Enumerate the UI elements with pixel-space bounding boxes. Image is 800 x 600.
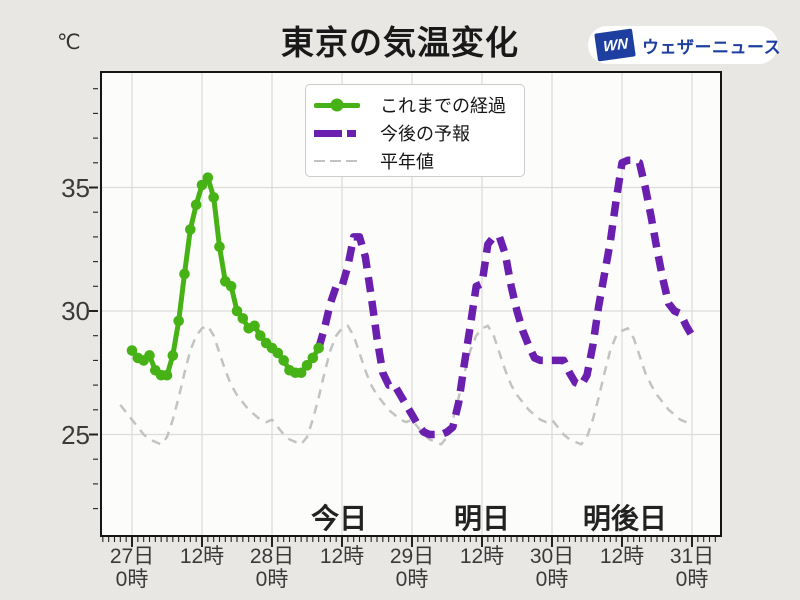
series-marker: [295, 367, 307, 379]
legend: これまでの経過 今後の予報: [305, 84, 525, 177]
y-tick-label: 30: [61, 296, 90, 326]
series-marker: [225, 281, 237, 292]
x-tick-label: 29日 0時: [389, 545, 435, 591]
series-marker: [167, 350, 179, 361]
normal-dash-sample-icon: [314, 159, 366, 163]
observed-line-sample-icon: [314, 98, 366, 112]
y-tick-label: 25: [61, 419, 90, 450]
series-line-平年値: [119, 324, 693, 446]
series-marker: [179, 268, 190, 280]
legend-item-forecast: 今後の予報: [314, 119, 524, 147]
chart-canvas: [89, 73, 720, 547]
legend-item-normal: 平年値: [314, 147, 524, 175]
series-marker: [190, 199, 202, 211]
series-marker: [301, 360, 313, 371]
legend-label-forecast: 今後の予報: [380, 124, 470, 144]
series-marker: [126, 345, 138, 356]
legend-item-observed: これまでの経過: [314, 91, 524, 119]
weathernews-logo: WN ウェザーニュース: [588, 26, 782, 64]
wn-logo-icon: WN: [594, 28, 636, 62]
series-line-今後の予報: [315, 156, 696, 439]
x-tick-label: 28日 0時: [249, 545, 295, 591]
y-axis-unit-label: ℃: [57, 31, 81, 54]
series-marker: [161, 369, 173, 381]
series-marker: [313, 342, 324, 354]
series-marker: [272, 347, 284, 359]
series-marker: [255, 330, 266, 342]
plot-area: これまでの経過 今後の予報: [61, 71, 722, 591]
x-tick-label: 12時: [459, 545, 505, 568]
series-marker: [202, 172, 214, 183]
series-marker: [173, 315, 184, 327]
y-tick-label: 35: [61, 172, 90, 203]
weathernews-brand-text: ウェザーニュース: [642, 37, 782, 57]
day-label-tomorrow: 明日: [453, 503, 510, 534]
series-marker: [208, 192, 219, 203]
day-label-day-after-tomorrow: 明後日: [582, 503, 667, 534]
forecast-dash-sample-icon: [314, 129, 366, 137]
wn-logo-mark-text: WN: [602, 34, 628, 56]
day-label-today: 今日: [311, 503, 368, 534]
series-marker: [214, 241, 225, 253]
x-tick-label: 27日 0時: [109, 545, 155, 591]
x-tick-label: 31日 0時: [669, 545, 715, 591]
series-marker: [307, 352, 319, 364]
series-marker: [144, 350, 155, 361]
series-marker: [231, 305, 243, 317]
x-tick-label: 12時: [599, 545, 645, 568]
series-marker: [249, 320, 260, 332]
x-tick-label: 12時: [179, 545, 225, 568]
x-tick-label: 30日 0時: [529, 545, 575, 591]
series-marker: [237, 313, 249, 324]
page-title: 東京の気温変化: [281, 24, 519, 61]
series-marker: [185, 224, 196, 235]
legend-label-normal: 平年値: [380, 152, 434, 172]
series-marker: [196, 179, 208, 191]
x-tick-label: 12時: [319, 545, 365, 568]
legend-label-observed: これまでの経過: [380, 96, 506, 116]
series-marker: [278, 355, 289, 366]
